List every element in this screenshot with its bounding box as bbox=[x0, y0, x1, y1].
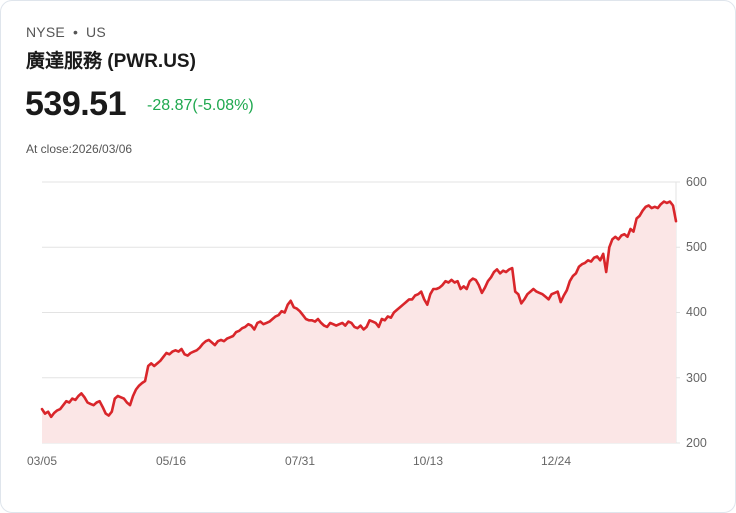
price-change: -28.87(-5.08%) bbox=[147, 97, 254, 114]
exchange: NYSE bbox=[26, 24, 65, 40]
market: US bbox=[86, 24, 106, 40]
stock-price: 539.51 bbox=[25, 85, 127, 123]
x-tick-0731: 07/31 bbox=[285, 454, 316, 468]
separator-dot: • bbox=[72, 24, 79, 40]
close-date: At close:2026/03/06 bbox=[26, 142, 133, 156]
x-tick-1224: 12/24 bbox=[541, 454, 572, 468]
x-tick-1013: 10/13 bbox=[413, 454, 444, 468]
y-tick-400: 400 bbox=[686, 305, 707, 319]
exchange-line: NYSE • US bbox=[26, 24, 106, 40]
price-area bbox=[42, 201, 676, 443]
y-tick-600: 600 bbox=[686, 175, 707, 189]
y-tick-500: 500 bbox=[686, 240, 707, 254]
price-line bbox=[40, 200, 678, 419]
x-tick-0516: 05/16 bbox=[156, 454, 187, 468]
stock-name: 廣達服務 (PWR.US) bbox=[26, 51, 196, 72]
y-tick-200: 200 bbox=[686, 436, 707, 450]
y-tick-300: 300 bbox=[686, 371, 707, 385]
x-tick-0305: 03/05 bbox=[27, 454, 58, 468]
